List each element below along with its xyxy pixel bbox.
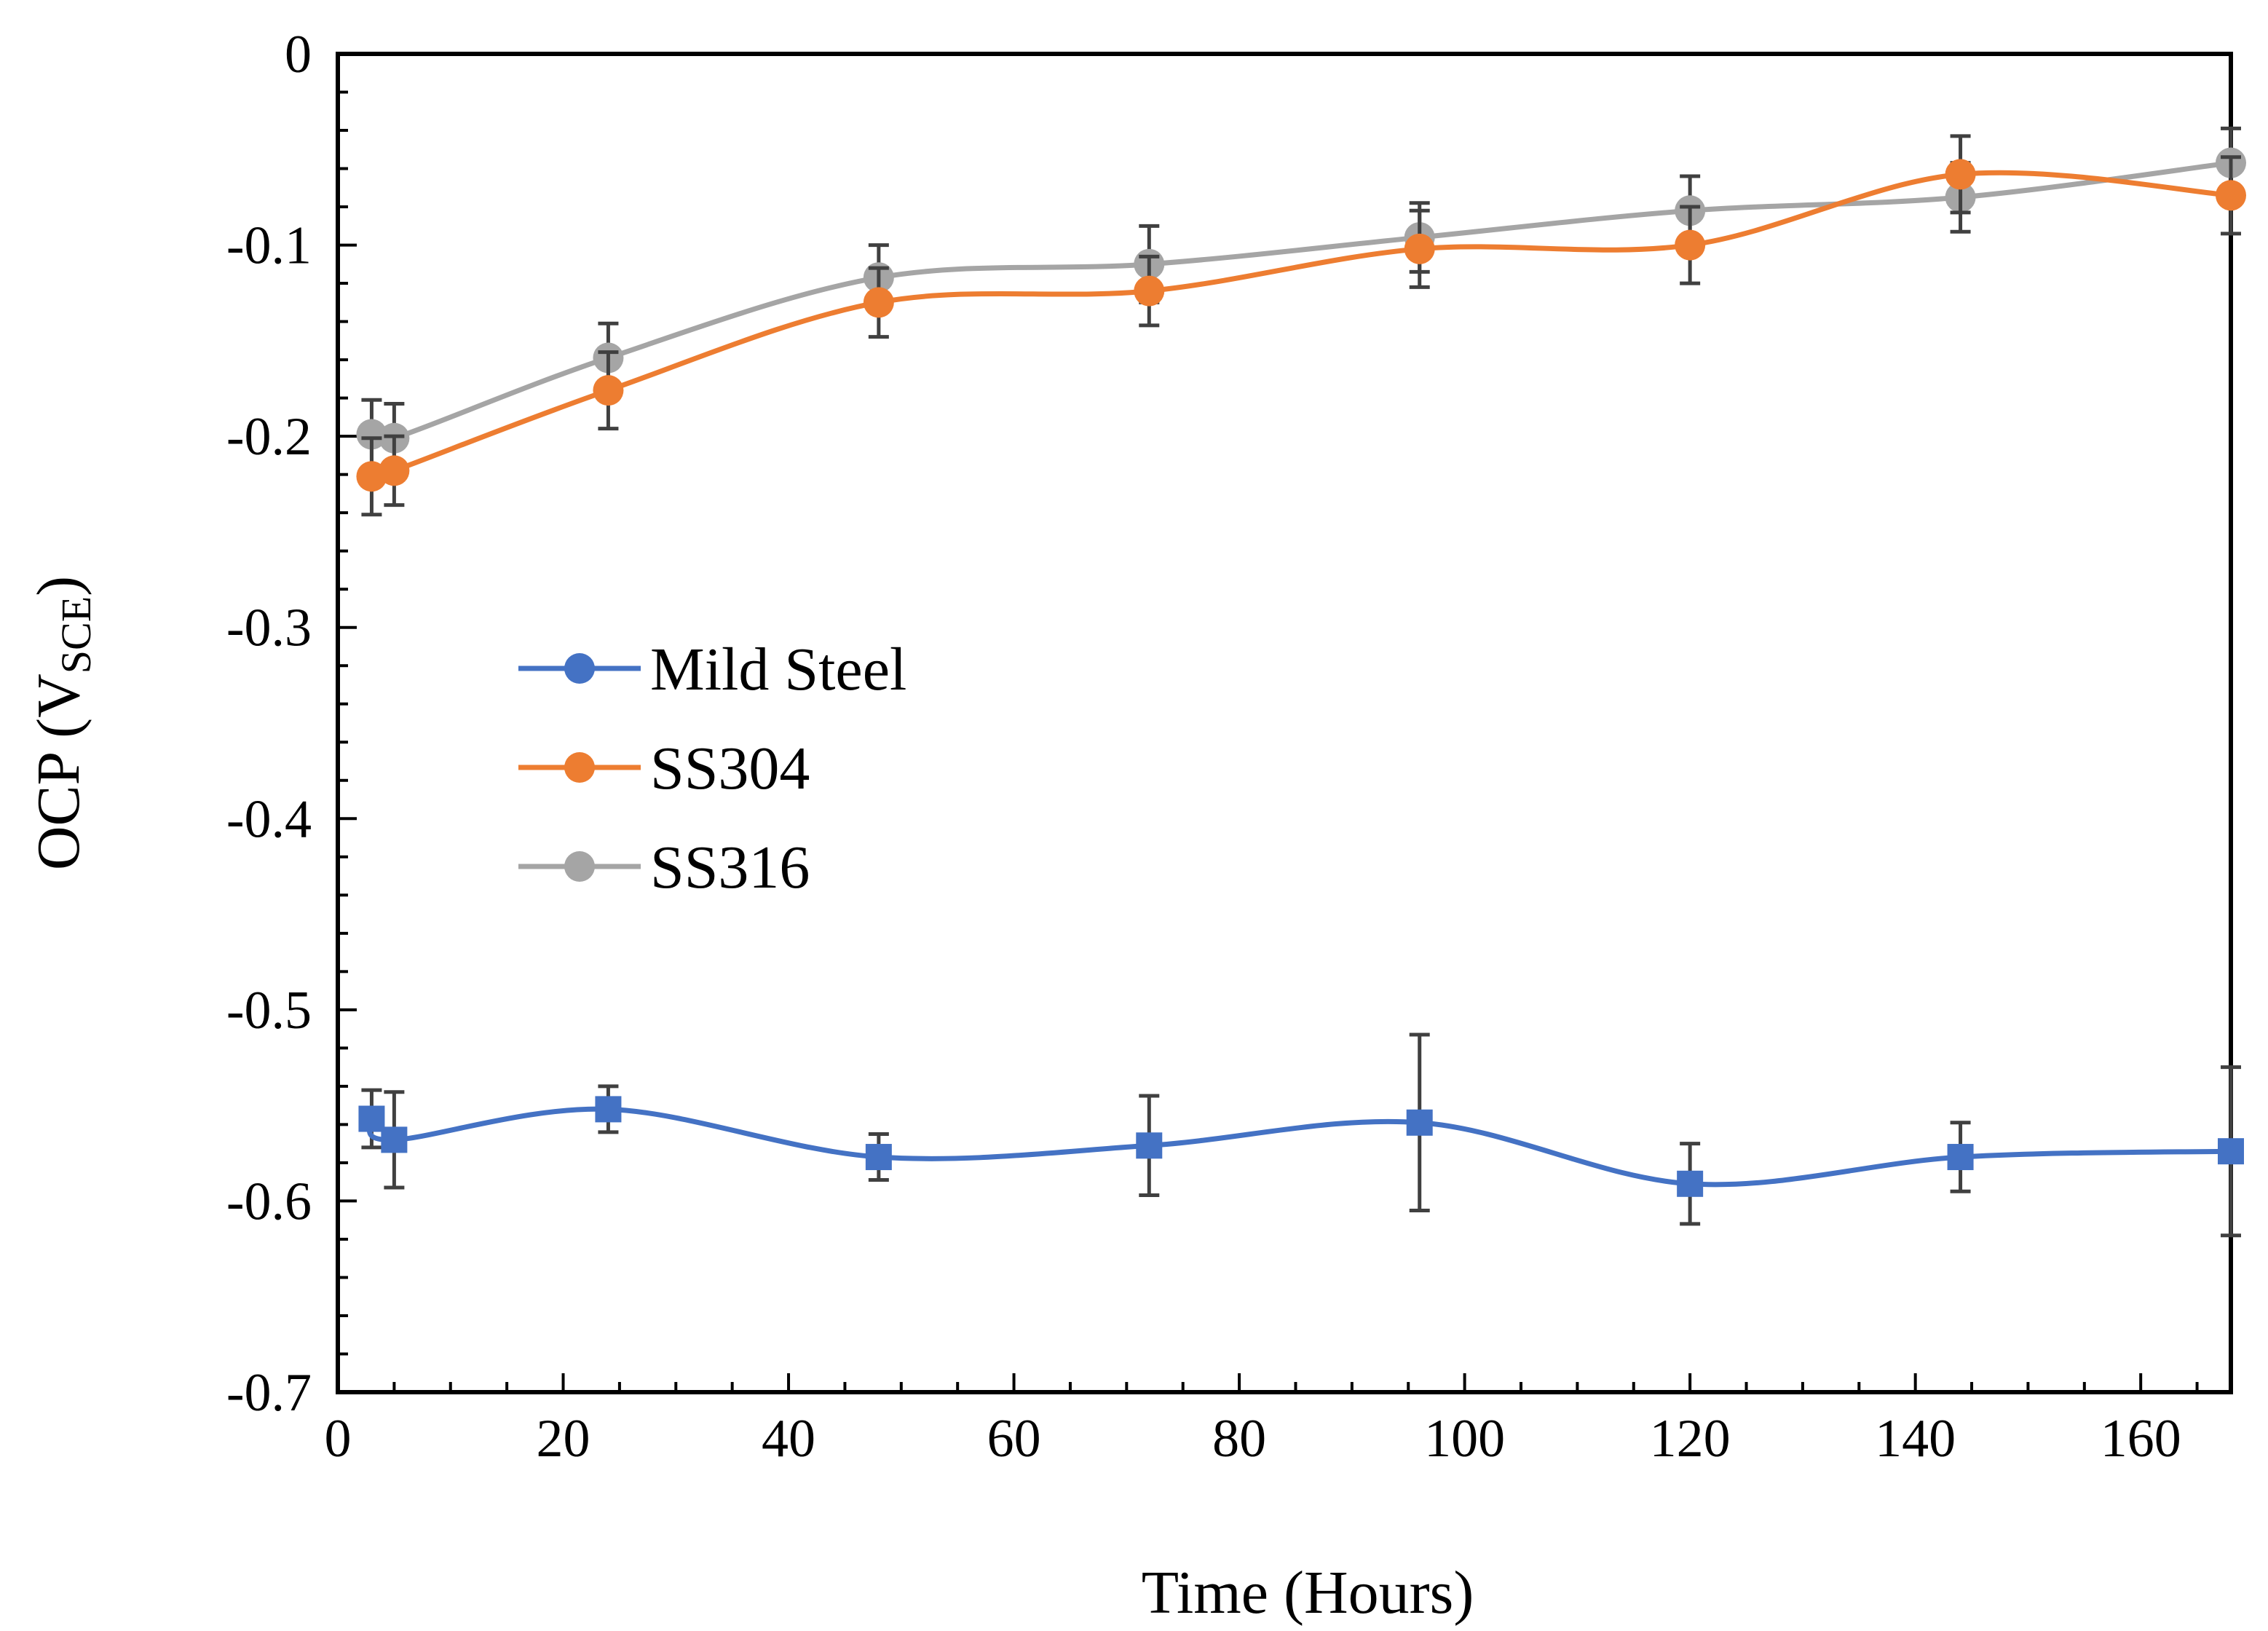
y-tick-label: 0 — [285, 25, 312, 84]
y-tick-label: -0.1 — [226, 216, 312, 276]
y-tick-label: -0.7 — [226, 1363, 312, 1423]
y-tick-label: -0.2 — [226, 407, 312, 467]
series-mild-steel — [358, 1032, 2244, 1238]
legend: Mild Steel SS304 SS316 — [518, 636, 906, 901]
x-tick-label: 120 — [1650, 1409, 1731, 1469]
data-point — [1947, 1144, 1974, 1171]
y-axis-title-close: ) — [25, 576, 92, 596]
y-axis-title-subscript: SCE — [52, 596, 100, 674]
series-line-ss304 — [367, 170, 2234, 481]
data-point — [1675, 229, 1706, 261]
data-point — [1404, 233, 1435, 264]
y-axis-title: OCP (VSCE) — [25, 576, 100, 870]
legend-label-mild-steel: Mild Steel — [650, 636, 906, 703]
x-tick-label: 60 — [987, 1409, 1041, 1469]
legend-marker-mild-steel — [564, 653, 595, 684]
legend-entry-mild-steel: Mild Steel — [518, 636, 906, 703]
data-point — [595, 1096, 622, 1123]
plot-area — [336, 52, 2233, 1394]
data-point — [1677, 1170, 1704, 1197]
y-tick-label: -0.4 — [226, 789, 312, 849]
legend-entry-ss316: SS316 — [518, 834, 810, 901]
data-point — [358, 1105, 385, 1132]
legend-marker-ss304 — [564, 752, 595, 783]
data-point — [356, 419, 387, 450]
y-axis-title-main: OCP (V — [25, 674, 92, 870]
x-tick-label: 80 — [1212, 1409, 1266, 1469]
y-tick-label: -0.5 — [226, 981, 312, 1040]
legend-label-ss304: SS304 — [650, 735, 810, 802]
series-line-mild-steel — [367, 1106, 2234, 1188]
series-line-ss316 — [367, 160, 2234, 446]
x-tick-label: 40 — [762, 1409, 815, 1469]
data-point — [2216, 180, 2246, 211]
axis-ticks — [336, 52, 2199, 1394]
legend-marker-ss316 — [564, 851, 595, 882]
x-tick-label: 100 — [1424, 1409, 1505, 1469]
y-tick-label: -0.6 — [226, 1172, 312, 1231]
legend-label-ss316: SS316 — [650, 834, 810, 901]
data-point — [1136, 1132, 1163, 1159]
data-point — [1134, 275, 1165, 307]
x-tick-label: 160 — [2101, 1409, 2181, 1469]
x-tick-label: 20 — [537, 1409, 590, 1469]
legend-entry-ss304: SS304 — [518, 735, 810, 802]
data-point — [1945, 159, 1976, 190]
x-axis-title: Time (Hours) — [1142, 1559, 1474, 1627]
data-point — [863, 287, 894, 318]
series-layer — [356, 126, 2246, 1238]
x-tick-label: 0 — [325, 1409, 352, 1469]
data-point — [593, 375, 624, 406]
x-tick-labels: 0 20 40 60 80 100 120 140 160 — [325, 1409, 2181, 1469]
y-tick-labels: 0 -0.1 -0.2 -0.3 -0.4 -0.5 -0.6 -0.7 — [226, 25, 312, 1423]
data-point — [381, 1126, 408, 1153]
data-point — [379, 455, 410, 486]
x-tick-label: 140 — [1875, 1409, 1956, 1469]
series-ss304 — [356, 134, 2246, 517]
data-point — [1406, 1109, 1433, 1136]
data-point — [2218, 1138, 2244, 1165]
y-tick-label: -0.3 — [226, 599, 312, 658]
data-point — [865, 1144, 892, 1171]
